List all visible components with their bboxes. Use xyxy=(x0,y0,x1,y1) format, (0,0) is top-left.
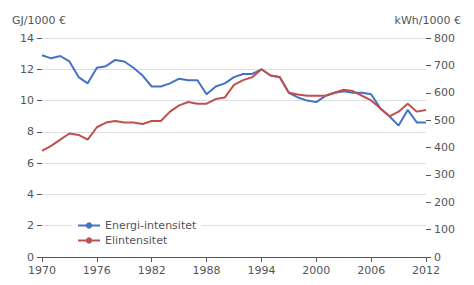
svg-text:GJ/1000 €: GJ/1000 € xyxy=(12,14,66,27)
svg-text:10: 10 xyxy=(20,94,34,107)
svg-text:1988: 1988 xyxy=(193,264,221,277)
svg-text:Elintensitet: Elintensitet xyxy=(105,234,168,247)
svg-text:400: 400 xyxy=(434,141,455,154)
svg-text:1982: 1982 xyxy=(138,264,166,277)
svg-text:700: 700 xyxy=(434,59,455,72)
svg-text:200: 200 xyxy=(434,196,455,209)
svg-text:0: 0 xyxy=(434,251,441,264)
svg-text:2006: 2006 xyxy=(357,264,385,277)
svg-text:2: 2 xyxy=(27,219,34,232)
svg-text:12: 12 xyxy=(20,63,34,76)
svg-text:300: 300 xyxy=(434,168,455,181)
svg-text:2000: 2000 xyxy=(302,264,330,277)
svg-text:100: 100 xyxy=(434,223,455,236)
svg-text:600: 600 xyxy=(434,86,455,99)
svg-text:14: 14 xyxy=(20,32,34,45)
svg-text:500: 500 xyxy=(434,114,455,127)
svg-text:1976: 1976 xyxy=(83,264,111,277)
svg-text:1994: 1994 xyxy=(247,264,275,277)
svg-text:800: 800 xyxy=(434,32,455,45)
svg-text:2012: 2012 xyxy=(412,264,440,277)
svg-text:8: 8 xyxy=(27,125,34,138)
svg-text:6: 6 xyxy=(27,157,34,170)
svg-text:1970: 1970 xyxy=(28,264,56,277)
svg-text:0: 0 xyxy=(27,251,34,264)
svg-text:Energi-intensitet: Energi-intensitet xyxy=(105,219,197,232)
svg-text:4: 4 xyxy=(27,188,34,201)
svg-text:kWh/1000 €: kWh/1000 € xyxy=(395,14,461,27)
